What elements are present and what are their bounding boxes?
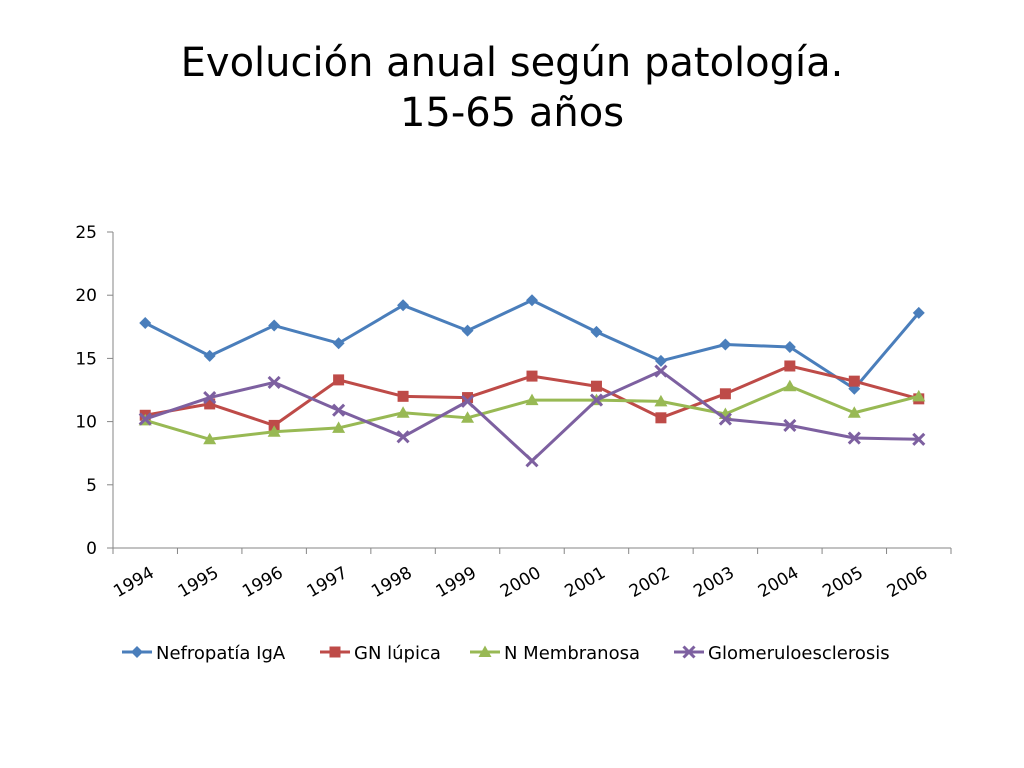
title-line-2: 15-65 años [399, 90, 625, 136]
data-point [655, 412, 667, 424]
data-point [396, 430, 410, 444]
data-point [847, 406, 861, 418]
data-point [267, 425, 281, 437]
data-point [267, 375, 281, 389]
chart-legend: Nefropatía IgA GN lúpica N Membranosa Glome… [122, 643, 890, 664]
x-tick-label: 1996 [239, 563, 286, 602]
x-tick-label: 2000 [497, 563, 544, 602]
data-point [590, 325, 603, 338]
data-point [784, 360, 796, 372]
legend-label: Glomeruloesclerosis [708, 643, 890, 664]
data-point [654, 354, 667, 367]
legend-item: N Membranosa [470, 643, 640, 664]
slide-title: Evolución anual según patología. 15-65 a… [0, 38, 1024, 138]
data-point [654, 394, 668, 407]
data-point [203, 391, 217, 405]
data-point [848, 375, 860, 387]
data-point [332, 337, 345, 350]
data-point [783, 341, 796, 354]
y-tick-label: 20 [75, 286, 97, 306]
legend-item: GN lúpica [320, 643, 441, 664]
x-tick-label: 1995 [175, 563, 222, 602]
data-point [719, 338, 732, 351]
data-point [461, 324, 474, 337]
data-point [526, 294, 538, 307]
legend-marker [329, 646, 341, 658]
data-point [460, 394, 475, 408]
data-point [589, 393, 604, 407]
data-point [526, 370, 538, 382]
legend-marker [478, 645, 492, 657]
x-tick-label: 2004 [755, 563, 802, 602]
chart-axes: 0 5 10 15 20 25 1994 1995 1996 1997 1998 1999 2000 20… [75, 223, 952, 602]
data-point [396, 406, 410, 418]
data-point [397, 390, 409, 402]
legend-label: GN lúpica [354, 643, 441, 664]
legend-item: Glomeruloesclerosis [674, 643, 890, 664]
x-tick-label: 1997 [304, 563, 351, 602]
data-point [912, 432, 926, 446]
x-tick-label: 2002 [626, 563, 673, 602]
x-tick-label: 2005 [819, 563, 866, 602]
y-tick-label: 25 [75, 223, 97, 243]
legend-marker [682, 645, 696, 659]
data-point [912, 389, 926, 402]
x-tick-label: 2003 [690, 563, 737, 602]
data-point [332, 403, 346, 417]
title-line-1: Evolución anual según patología. [180, 40, 844, 86]
data-point [138, 412, 152, 426]
chart-series [138, 294, 926, 468]
data-point [719, 388, 731, 400]
series-line [144, 369, 919, 463]
x-tick-label: 1998 [368, 563, 415, 602]
data-point [783, 418, 797, 432]
y-tick-label: 10 [75, 413, 97, 433]
legend-label: Nefropatía IgA [156, 643, 286, 664]
data-point [525, 454, 539, 468]
data-point [203, 432, 217, 445]
data-point [783, 379, 797, 392]
data-point [718, 412, 732, 426]
data-point [139, 317, 152, 330]
data-point [525, 393, 539, 406]
x-tick-label: 1994 [110, 563, 157, 602]
data-point [912, 306, 925, 319]
data-point [397, 299, 410, 312]
x-tick-label: 1999 [433, 563, 480, 602]
data-point [461, 411, 475, 423]
y-tick-label: 0 [86, 539, 97, 559]
x-tick-label: 2006 [884, 563, 931, 602]
data-point [333, 374, 345, 386]
series-n-membranosa [138, 379, 926, 445]
y-tick-label: 15 [75, 349, 97, 369]
data-point [203, 349, 216, 362]
legend-marker [131, 646, 143, 658]
legend-label: N Membranosa [504, 643, 640, 664]
data-point [847, 431, 861, 445]
data-point [204, 398, 216, 410]
data-point [654, 364, 668, 378]
y-tick-label: 5 [86, 476, 97, 496]
data-point [268, 319, 281, 332]
series-nefropatia-iga [139, 294, 925, 395]
data-point [590, 380, 602, 392]
x-tick-label: 2001 [561, 563, 608, 602]
data-point [332, 421, 346, 433]
legend-item: Nefropatía IgA [122, 643, 286, 664]
series-glomeruloesclerosis [138, 364, 926, 468]
data-point [462, 392, 474, 404]
